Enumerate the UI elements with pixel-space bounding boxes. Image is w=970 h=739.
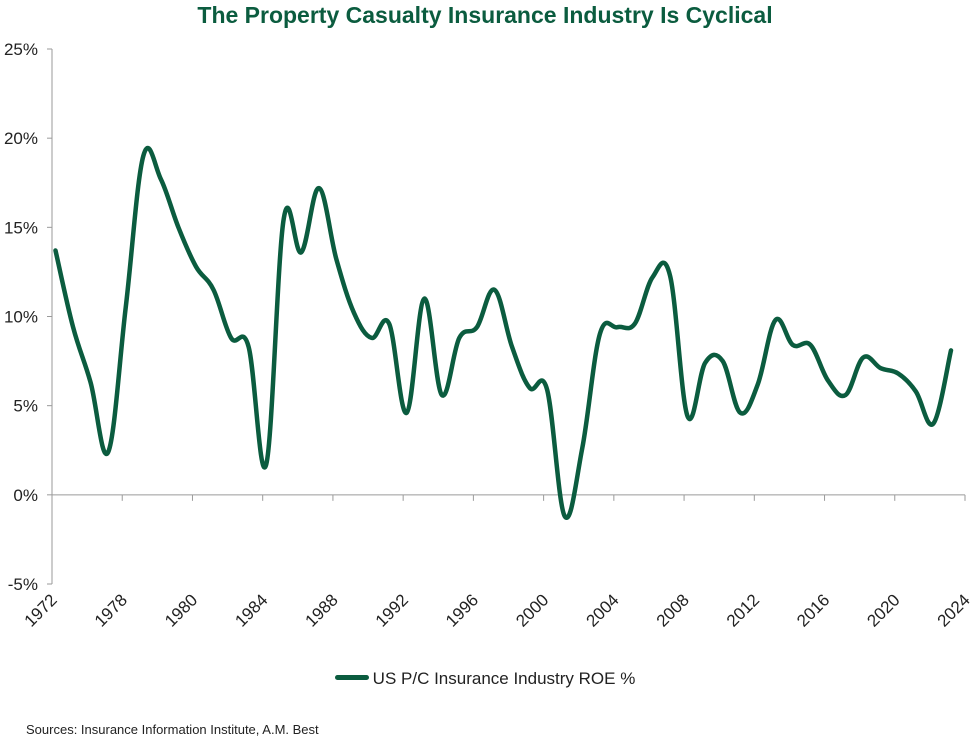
- x-tick-label: 2008: [653, 590, 693, 630]
- y-tick-label: 0%: [13, 486, 38, 505]
- legend-label: US P/C Insurance Industry ROE %: [372, 669, 636, 688]
- x-axis-ticks: 1972 1978 1980 1984 1988 1992 1996 2000 2004 2008…: [21, 494, 970, 631]
- y-tick-label: 10%: [4, 308, 38, 327]
- chart-legend: US P/C Insurance Industry ROE %: [0, 669, 970, 689]
- source-note: Sources: Insurance Information Institute…: [26, 722, 319, 737]
- y-tick-label: -5%: [8, 575, 38, 594]
- y-tick-label: 25%: [4, 40, 38, 59]
- x-tick-label: 2024: [934, 590, 970, 630]
- y-axis-ticks: 25% 20% 15% 10% 5% 0% -5%: [4, 40, 52, 594]
- chart-axes: [51, 49, 965, 584]
- x-tick-label: 1996: [442, 590, 482, 630]
- x-tick-label: 2020: [863, 590, 903, 630]
- x-tick-label: 2004: [582, 590, 622, 630]
- legend-swatch: [334, 675, 369, 681]
- x-tick-label: 2012: [723, 590, 763, 630]
- series-layer: [53, 145, 954, 521]
- y-tick-label: 15%: [4, 218, 38, 237]
- y-tick-label: 20%: [4, 129, 38, 148]
- series-line-roe: [53, 145, 954, 521]
- x-tick-label: 1980: [161, 590, 201, 630]
- x-tick-label: 1988: [302, 590, 342, 630]
- x-tick-label: 1984: [231, 590, 271, 630]
- x-tick-label: 2016: [793, 590, 833, 630]
- x-tick-label: 1978: [91, 590, 131, 630]
- chart-title: The Property Casualty Insurance Industry…: [197, 2, 773, 28]
- x-tick-label: 1972: [21, 590, 61, 630]
- x-tick-label: 2000: [512, 590, 552, 630]
- x-tick-label: 1992: [372, 590, 412, 630]
- y-tick-label: 5%: [13, 397, 38, 416]
